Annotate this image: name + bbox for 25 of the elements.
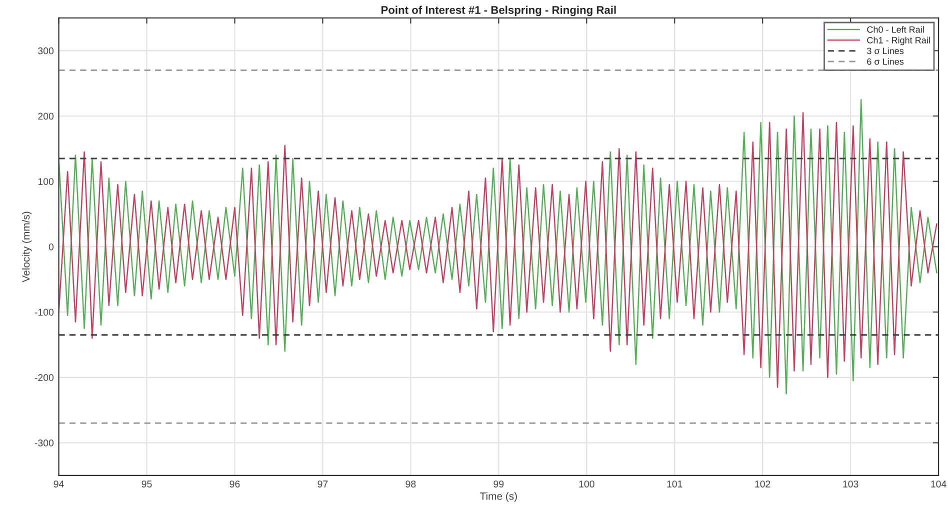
y-tick-label: 100	[38, 178, 54, 185]
legend-label: Ch1 - Right Rail	[867, 36, 930, 46]
x-axis-title: Time (s)	[480, 492, 517, 502]
x-tick-label: 96	[230, 480, 240, 488]
chart-title: Point of Interest #1 - Belspring - Ringing Rail	[381, 6, 616, 16]
x-tick-label: 104	[931, 480, 946, 488]
x-tick-label: 94	[54, 480, 64, 488]
x-tick-label: 97	[318, 480, 328, 488]
x-tick-label: 101	[667, 480, 682, 488]
x-tick-label: 100	[579, 480, 594, 488]
legend-label: Ch0 - Left Rail	[867, 26, 924, 33]
y-axis-title: Velocity (mm/s)	[22, 212, 32, 282]
y-tick-label: -300	[34, 440, 54, 446]
x-tick-label: 98	[406, 480, 416, 488]
legend-label: 3 σ Lines	[867, 47, 904, 54]
y-tick-label: 300	[38, 47, 54, 54]
y-tick-label: -200	[34, 374, 54, 382]
x-tick-label: 95	[142, 480, 152, 488]
y-tick-label: 0	[48, 243, 54, 250]
y-tick-label: -100	[34, 308, 54, 316]
legend-label: 6 σ Lines	[867, 58, 904, 65]
x-tick-label: 103	[843, 480, 858, 488]
x-tick-label: 99	[494, 480, 504, 488]
y-tick-label: 200	[38, 112, 54, 120]
x-tick-label: 102	[755, 480, 770, 488]
